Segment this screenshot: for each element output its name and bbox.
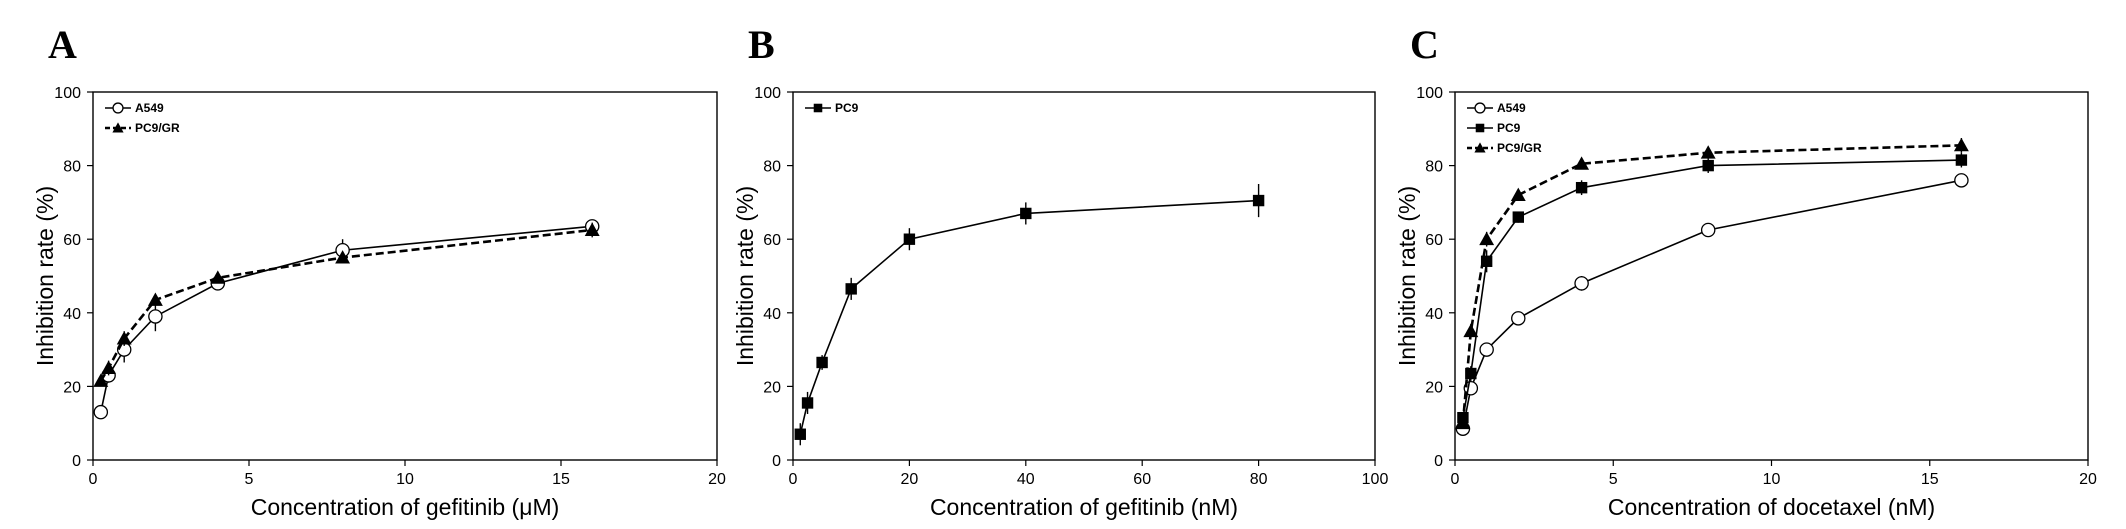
data-point [149,310,162,323]
series-pc9-gr [1455,138,1968,429]
x-tick-label: 0 [789,471,798,488]
y-axis-title: Inhibition rate (%) [732,186,758,366]
y-tick-label: 80 [1425,159,1443,176]
data-point [1575,277,1588,290]
panel-C: C 0 5 10 15 20 0 20 40 60 80 100 Concentration of do… [1394,22,2097,520]
series-pc9 [1457,153,1967,424]
x-tick-label: 10 [1763,471,1781,488]
plot-area [793,92,1375,460]
legend-marker [1476,124,1485,133]
plot-area [93,92,717,460]
x-tick-label: 0 [89,471,98,488]
y-tick-label: 0 [72,453,81,470]
data-point [1511,188,1526,201]
x-tick-label: 15 [1921,471,1939,488]
panel-B: B 0 20 40 60 80 100 0 20 40 60 80 100 Concentration o… [732,22,1388,520]
x-tick-label: 20 [2079,471,2097,488]
x-tick-label: 15 [552,471,570,488]
y-tick-label: 60 [63,232,81,249]
x-tick-label: 5 [1609,471,1618,488]
series-pc9 [795,184,1265,445]
x-tick-label: 5 [245,471,254,488]
y-tick-label: 40 [763,306,781,323]
series-line [800,201,1258,435]
data-point [1480,343,1493,356]
series-line [1463,160,1961,418]
series-a549 [94,220,599,419]
data-point [802,397,813,408]
legend: A549 PC9 PC9/GR [1467,101,1542,155]
data-point [1702,223,1715,236]
series-line [1463,180,1961,428]
data-point [846,283,857,294]
x-tick-label: 60 [1133,471,1151,488]
x-tick-label: 10 [396,471,414,488]
legend-marker [113,103,123,113]
panel-label: B [748,22,775,67]
data-point [904,234,915,245]
legend: A549 PC9/GR [105,101,180,135]
data-point [1253,195,1264,206]
plot-area [1455,92,2088,460]
panel-label: A [48,22,77,67]
y-axis-title: Inhibition rate (%) [32,186,58,366]
y-tick-label: 40 [1425,306,1443,323]
legend: PC9 [805,101,859,115]
y-tick-label: 80 [763,159,781,176]
y-tick-label: 60 [1425,232,1443,249]
y-tick-label: 0 [1434,453,1443,470]
x-axis-title: Concentration of gefitinib (μM) [251,494,560,520]
x-tick-label: 20 [708,471,726,488]
panel-A: A 0 5 10 15 20 0 20 40 60 80 100 Concentration of ge… [32,22,726,520]
y-tick-label: 60 [763,232,781,249]
x-tick-label: 100 [1362,471,1389,488]
legend-label: PC9 [1497,121,1521,135]
data-point [1020,208,1031,219]
y-tick-label: 40 [63,306,81,323]
data-point [1513,211,1524,222]
x-tick-label: 20 [901,471,919,488]
x-tick-label: 80 [1250,471,1268,488]
data-point [1955,174,1968,187]
y-tick-label: 100 [754,85,781,102]
legend-marker [1475,103,1485,113]
y-tick-label: 0 [772,453,781,470]
legend-label: A549 [1497,101,1526,115]
legend-marker [814,104,823,113]
y-tick-label: 80 [63,159,81,176]
legend-label: A549 [135,101,164,115]
y-axis-title: Inhibition rate (%) [1394,186,1420,366]
data-point [1576,182,1587,193]
y-tick-label: 100 [1416,85,1443,102]
y-tick-label: 20 [763,379,781,396]
legend-label: PC9 [835,101,859,115]
x-tick-label: 0 [1451,471,1460,488]
y-tick-label: 100 [54,85,81,102]
legend-label: PC9/GR [135,121,180,135]
legend-label: PC9/GR [1497,141,1542,155]
series-a549 [1456,174,1968,436]
data-point [94,406,107,419]
y-tick-label: 20 [1425,379,1443,396]
panel-label: C [1410,22,1439,67]
data-point [1463,324,1478,337]
data-point [1512,312,1525,325]
data-point [795,429,806,440]
series-line [1463,145,1961,423]
x-tick-label: 40 [1017,471,1035,488]
data-point [816,357,827,368]
x-axis-title: Concentration of gefitinib (nM) [930,494,1238,520]
y-tick-label: 20 [63,379,81,396]
data-point [1956,154,1967,165]
data-point [1703,160,1714,171]
x-axis-title: Concentration of docetaxel (nM) [1608,494,1935,520]
